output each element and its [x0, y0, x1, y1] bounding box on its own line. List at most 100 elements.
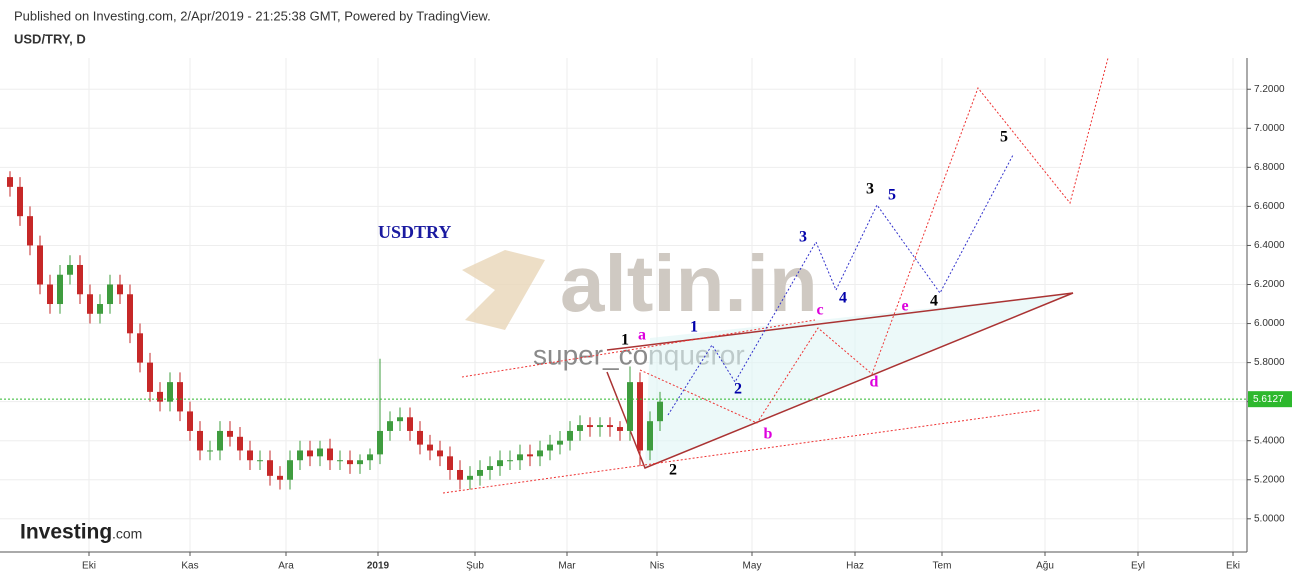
watermark: altin.in super_conqueror: [462, 239, 818, 370]
logo: Investing .com: [20, 521, 142, 544]
candle-body: [27, 216, 33, 246]
y-tick-label: 6.2000: [1254, 279, 1285, 290]
y-tick-label: 5.0000: [1254, 513, 1285, 524]
candle-body: [257, 460, 263, 462]
y-tick-label: 5.4000: [1254, 435, 1285, 446]
x-tick-label: Ağu: [1036, 561, 1054, 572]
x-tick-label: Haz: [846, 561, 864, 572]
candle-body: [617, 427, 623, 431]
candle-body: [427, 444, 433, 451]
candle-body: [287, 460, 293, 480]
candle-body: [477, 469, 483, 476]
axes: 5.00005.20005.40005.60005.80006.00006.20…: [0, 58, 1292, 572]
candle-body: [177, 382, 183, 412]
wave-label: 3: [799, 229, 807, 246]
wave-label: 1: [621, 332, 629, 349]
candle-body: [67, 264, 73, 275]
candle-body: [357, 460, 363, 465]
candle-body: [437, 450, 443, 457]
wave-label: d: [870, 374, 879, 391]
candle-body: [47, 284, 53, 305]
candle-body: [397, 417, 403, 422]
candle-body: [487, 466, 493, 470]
candle-body: [337, 460, 343, 462]
candle-body: [237, 436, 243, 451]
candle-body: [77, 264, 83, 295]
wave-label: 2: [734, 381, 742, 398]
wave-label: c: [816, 302, 823, 319]
x-tick-label: Mar: [558, 561, 576, 572]
wave-label: 1: [690, 319, 698, 336]
candle-body: [7, 177, 13, 187]
candle-body: [447, 456, 453, 470]
wave-label: e: [901, 298, 908, 315]
y-tick-label: 6.0000: [1254, 318, 1285, 329]
header: Published on Investing.com, 2/Apr/2019 -…: [14, 8, 491, 23]
candle-body: [147, 362, 153, 392]
candle-body: [17, 186, 23, 217]
x-tick-label: Kas: [181, 561, 198, 572]
x-tick-label: Ara: [278, 561, 294, 572]
logo-text: Investing: [20, 521, 112, 544]
candle-body: [197, 430, 203, 451]
chart-title: USD/TRY, D: [14, 31, 86, 46]
candle-body: [217, 430, 223, 451]
x-tick-label: Eki: [82, 561, 96, 572]
candle-body: [307, 450, 313, 457]
candle-body: [267, 460, 273, 476]
wave-label: 5: [888, 187, 896, 204]
watermark-text: altin.in: [560, 239, 818, 328]
wave-label: 3: [866, 181, 874, 198]
candle-body: [247, 450, 253, 461]
candle-body: [377, 430, 383, 455]
x-tick-label: Nis: [650, 561, 664, 572]
symbol-label: USDTRY: [378, 222, 451, 242]
candle-body: [627, 382, 633, 431]
candle-body: [657, 401, 663, 422]
candle-body: [97, 304, 103, 314]
candle-body: [547, 444, 553, 451]
candle-body: [157, 391, 163, 402]
last-price-box: [1248, 391, 1292, 408]
candle-body: [637, 382, 643, 451]
last-price-label: 5.6127: [1253, 394, 1284, 405]
candle-body: [317, 448, 323, 457]
candle-body: [387, 421, 393, 431]
candle-body: [347, 460, 353, 465]
wave-label: a: [638, 327, 646, 344]
candle-body: [407, 417, 413, 431]
candle-body: [137, 333, 143, 363]
candle-body: [87, 294, 93, 314]
wave-label: 4: [930, 293, 938, 310]
wave-label: 2: [669, 462, 677, 479]
wave-label: b: [764, 426, 773, 443]
candle-body: [207, 450, 213, 452]
candle-body: [37, 245, 43, 285]
candle-body: [367, 454, 373, 461]
candle-body: [577, 425, 583, 431]
candle-body: [567, 430, 573, 441]
candles: [7, 171, 663, 490]
x-tick-label: May: [743, 561, 762, 572]
candle-body: [187, 411, 193, 431]
candle-body: [327, 448, 333, 461]
y-tick-label: 5.8000: [1254, 357, 1285, 368]
candle-body: [647, 421, 653, 451]
candle-body: [537, 450, 543, 457]
candle-body: [117, 284, 123, 295]
candle-body: [457, 469, 463, 480]
wave-label: 4: [839, 290, 847, 307]
candle-body: [417, 430, 423, 445]
y-tick-label: 5.2000: [1254, 474, 1285, 485]
candle-body: [597, 425, 603, 428]
x-tick-label: Şub: [466, 561, 484, 572]
logo-suffix: .com: [112, 526, 142, 542]
candle-body: [297, 450, 303, 461]
candle-body: [467, 475, 473, 480]
candle-body: [607, 425, 613, 428]
x-tick-label: Eyl: [1131, 561, 1145, 572]
candle-body: [557, 440, 563, 445]
y-tick-label: 7.0000: [1254, 123, 1285, 134]
candle-body: [527, 454, 533, 457]
